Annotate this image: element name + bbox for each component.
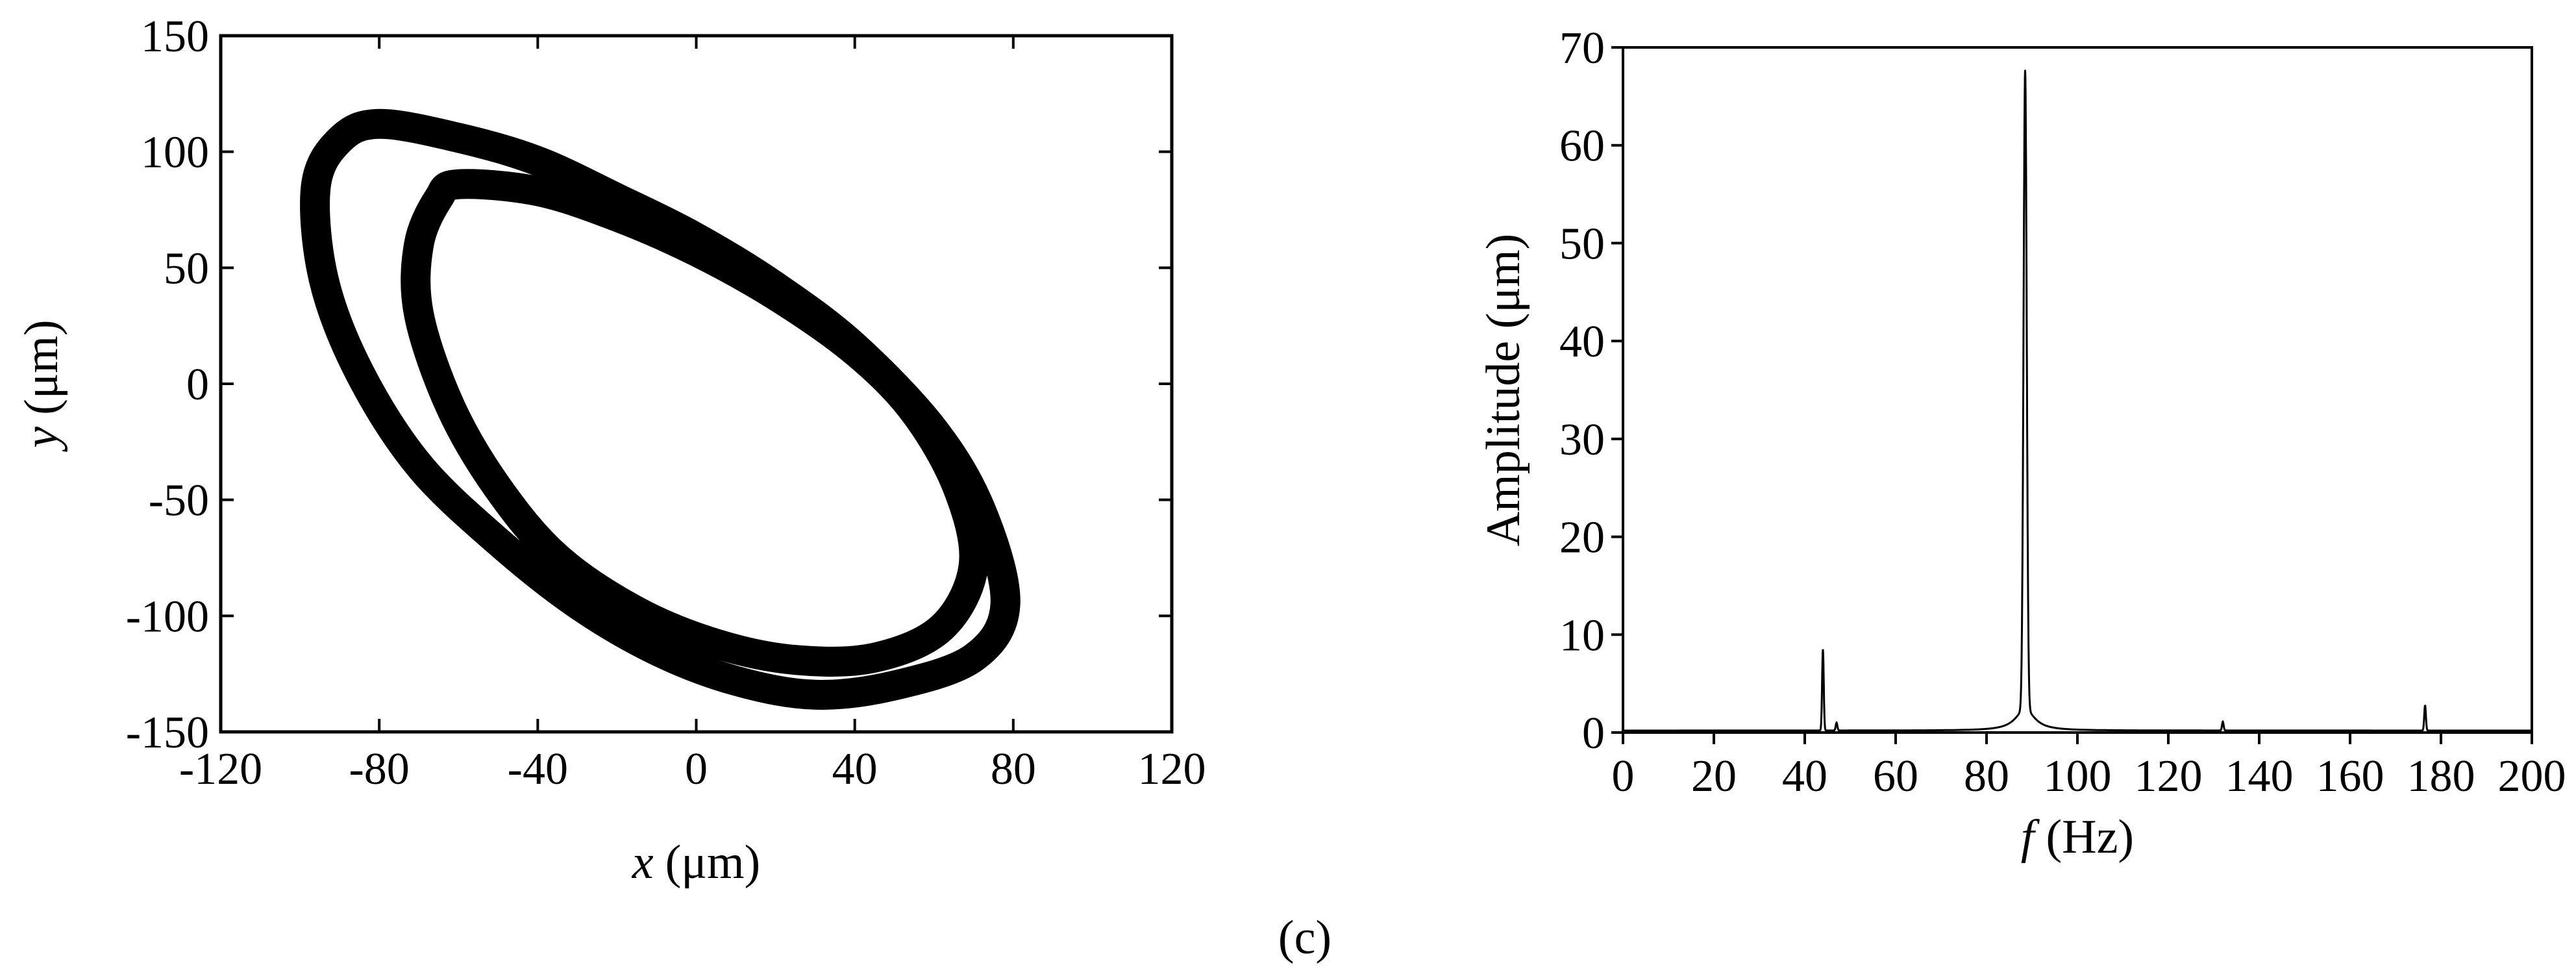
orbit-y-tick-label: 150 xyxy=(141,12,209,62)
spectrum-x-ticks: 0 20 40 60 80 100 120 140 160 180 200 xyxy=(1612,733,2566,801)
spectrum-x-axis-label: f (Hz) xyxy=(2021,810,2134,864)
orbit-x-tick-label: 0 xyxy=(685,744,708,794)
spectrum-x-tick-label: 40 xyxy=(1782,751,1827,801)
orbit-y-ticks: 150 100 50 0 -50 -100 -150 xyxy=(126,12,1172,758)
orbit-x-tick-label: -120 xyxy=(179,744,262,794)
orbit-x-tick-label: 80 xyxy=(991,744,1036,794)
spectrum-x-tick-label: 160 xyxy=(2316,751,2384,801)
orbit-y-axis-label: y (μm) xyxy=(15,320,68,452)
orbit-y-tick-label: 0 xyxy=(186,360,209,410)
spectrum-x-tick-label: 60 xyxy=(1873,751,1918,801)
spectrum-y-tick-label: 10 xyxy=(1559,610,1605,660)
orbit-y-axis-unit: (μm) xyxy=(15,320,68,415)
spectrum-y-tick-label: 60 xyxy=(1559,121,1605,171)
orbit-x-tick-label: 40 xyxy=(832,744,878,794)
spectrum-y-tick-label: 40 xyxy=(1559,317,1605,367)
spectrum-plot-frame xyxy=(1622,46,2533,734)
spectrum-chart: 0 20 40 60 80 100 120 140 160 180 200 0 10 20 30 40 50 6… xyxy=(1477,23,2566,864)
orbit-inner-band xyxy=(401,169,989,677)
orbit-x-tick-label: -40 xyxy=(508,744,568,794)
orbit-x-axis-label: x (μm) xyxy=(632,836,760,889)
spectrum-x-axis-symbol: f xyxy=(2021,810,2040,864)
spectrum-y-tick-label: 70 xyxy=(1559,23,1605,73)
orbit-x-axis-unit: (μm) xyxy=(665,836,761,889)
spectrum-line xyxy=(1623,69,2532,732)
orbit-x-tick-label: -80 xyxy=(349,744,410,794)
orbit-traces xyxy=(300,108,1021,710)
spectrum-y-tick-label: 0 xyxy=(1582,708,1605,759)
orbit-x-axis-symbol: x xyxy=(632,836,654,889)
spectrum-x-tick-label: 20 xyxy=(1691,751,1737,801)
spectrum-y-tick-label: 30 xyxy=(1559,415,1605,465)
spectrum-y-axis-label: Amplitude (μm) xyxy=(1477,234,1530,547)
spectrum-x-axis-unit: (Hz) xyxy=(2046,810,2134,864)
spectrum-x-tick-label: 200 xyxy=(2498,751,2566,801)
orbit-x-tick-label: 120 xyxy=(1138,744,1206,794)
orbit-inner-trace xyxy=(412,183,971,657)
orbit-y-tick-label: -100 xyxy=(126,592,209,642)
spectrum-x-tick-label: 180 xyxy=(2407,751,2475,801)
orbit-y-tick-label: -50 xyxy=(149,476,209,526)
spectrum-y-ticks: 0 10 20 30 40 50 60 70 xyxy=(1559,23,1623,759)
spectrum-x-tick-label: 120 xyxy=(2135,751,2203,801)
spectrum-x-tick-label: 100 xyxy=(2044,751,2112,801)
orbit-y-tick-label: 100 xyxy=(141,128,209,178)
spectrum-x-tick-label: 0 xyxy=(1612,751,1635,801)
orbit-chart: -120 -80 -40 0 40 80 120 150100500-50-100-150 … xyxy=(15,12,1206,889)
spectrum-x-tick-label: 80 xyxy=(1964,751,2009,801)
spectrum-y-tick-label: 50 xyxy=(1559,219,1605,269)
orbit-y-tick-label: 50 xyxy=(164,244,209,294)
orbit-y-tick-label: -150 xyxy=(126,708,209,758)
spectrum-y-tick-label: 20 xyxy=(1559,513,1605,563)
orbit-x-ticks: -120 -80 -40 0 40 80 120 xyxy=(179,36,1206,794)
orbit-inner-trace xyxy=(408,175,969,671)
orbit-outer-trace xyxy=(316,121,1014,701)
orbit-y-axis-symbol: y xyxy=(15,427,68,453)
figure-caption: (c) xyxy=(1278,911,1331,964)
spectrum-x-tick-label: 140 xyxy=(2225,751,2294,801)
